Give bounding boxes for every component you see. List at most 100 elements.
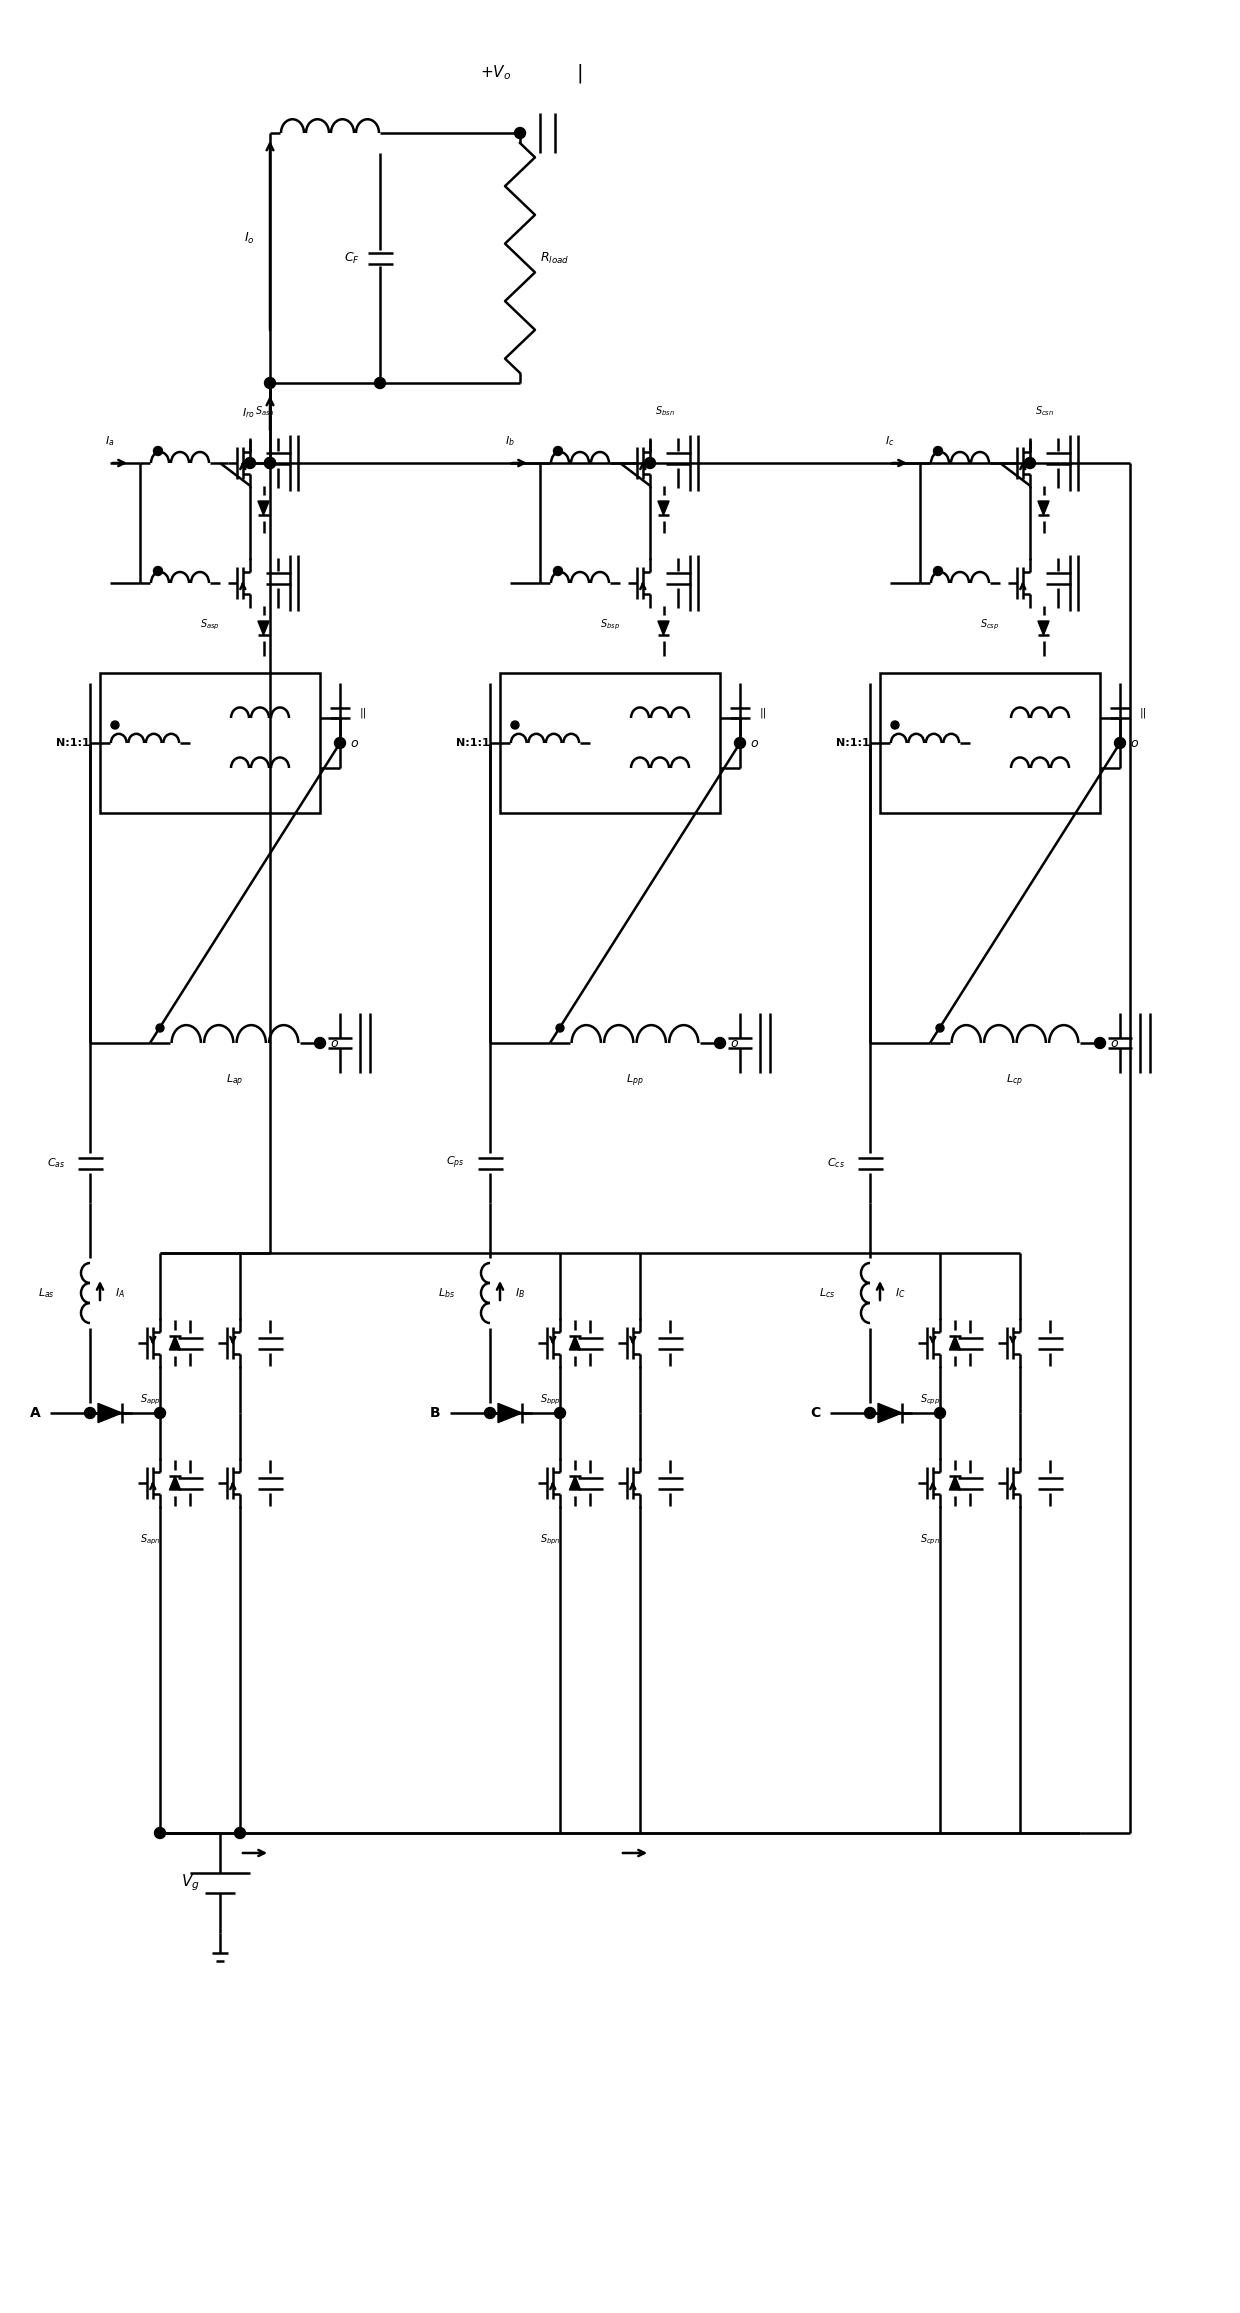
Circle shape [264,458,275,470]
Polygon shape [170,1337,181,1351]
Text: o: o [1130,736,1137,749]
Circle shape [155,1827,165,1839]
Text: $I_o$: $I_o$ [244,231,255,245]
Polygon shape [98,1404,122,1422]
Circle shape [511,722,520,729]
Polygon shape [1038,620,1049,636]
Text: $R_{load}$: $R_{load}$ [539,250,569,266]
Text: $S_{cpn}$: $S_{cpn}$ [920,1534,940,1547]
Bar [500,673,720,812]
Polygon shape [258,620,269,636]
Text: $I_a$: $I_a$ [105,435,115,449]
Circle shape [112,722,119,729]
Text: C: C [810,1406,820,1420]
Text: $C_{ps}$: $C_{ps}$ [446,1154,465,1170]
Circle shape [156,1025,164,1032]
Circle shape [553,446,563,456]
Text: $S_{app}$: $S_{app}$ [140,1392,160,1406]
Polygon shape [658,620,670,636]
Text: $S_{bsn}$: $S_{bsn}$ [655,405,675,419]
Text: $S_{csp}$: $S_{csp}$ [981,618,999,631]
Circle shape [645,458,656,470]
Text: $S_{bsp}$: $S_{bsp}$ [600,618,620,631]
Polygon shape [569,1476,580,1490]
Text: $I_B$: $I_B$ [515,1286,525,1300]
Circle shape [154,567,162,576]
Text: N:1:1: N:1:1 [56,738,91,747]
Polygon shape [878,1404,901,1422]
Circle shape [1115,738,1126,749]
Polygon shape [569,1337,580,1351]
Circle shape [556,1025,564,1032]
Circle shape [934,446,942,456]
Text: $S_{cpp}$: $S_{cpp}$ [920,1392,940,1406]
Circle shape [515,127,526,139]
Circle shape [84,1409,95,1418]
Circle shape [264,458,275,470]
Text: $I_{ro}$: $I_{ro}$ [242,407,255,421]
Text: $L_{pp}$: $L_{pp}$ [626,1073,644,1089]
Circle shape [315,1039,326,1048]
Polygon shape [170,1476,181,1490]
Circle shape [734,738,745,749]
Text: $C_{cs}$: $C_{cs}$ [827,1156,844,1170]
Circle shape [554,1409,565,1418]
Circle shape [155,1409,165,1418]
Text: o: o [1110,1036,1117,1050]
Circle shape [1024,458,1035,470]
Polygon shape [950,1337,961,1351]
Circle shape [935,1409,946,1418]
Circle shape [553,567,563,576]
Text: o: o [730,1036,738,1050]
Text: ||: || [360,708,367,719]
Text: $C_{as}$: $C_{as}$ [47,1156,64,1170]
Text: $I_C$: $I_C$ [895,1286,905,1300]
Text: N:1:1: N:1:1 [836,738,870,747]
Text: $L_{as}$: $L_{as}$ [38,1286,55,1300]
Text: $S_{apn}$: $S_{apn}$ [140,1534,160,1547]
Text: $V_g$: $V_g$ [181,1874,200,1894]
Text: ||: || [760,708,768,719]
Text: $I_c$: $I_c$ [885,435,895,449]
Circle shape [154,446,162,456]
Circle shape [485,1409,496,1418]
Text: $S_{csn}$: $S_{csn}$ [1035,405,1054,419]
Text: A: A [30,1406,41,1420]
Text: $S_{bpp}$: $S_{bpp}$ [539,1392,560,1406]
Text: o: o [330,1036,337,1050]
Text: N:1:1: N:1:1 [456,738,490,747]
Circle shape [335,738,346,749]
Text: B: B [430,1406,440,1420]
Polygon shape [950,1476,961,1490]
Text: o: o [350,736,357,749]
Text: $S_{asp}$: $S_{asp}$ [200,618,219,631]
Circle shape [892,722,899,729]
Circle shape [864,1409,875,1418]
Text: $I_b$: $I_b$ [505,435,515,449]
Circle shape [244,458,255,470]
Circle shape [374,377,386,389]
Polygon shape [658,502,670,516]
Text: $S_{bpn}$: $S_{bpn}$ [539,1534,560,1547]
Polygon shape [1038,502,1049,516]
Polygon shape [258,502,269,516]
Text: $S_{asn}$: $S_{asn}$ [255,405,275,419]
Text: $+V_o$: $+V_o$ [480,65,511,83]
Polygon shape [498,1404,522,1422]
Text: $C_F$: $C_F$ [345,250,360,266]
Circle shape [714,1039,725,1048]
Text: $L_{ap}$: $L_{ap}$ [226,1073,244,1089]
Text: $I_A$: $I_A$ [115,1286,125,1300]
Circle shape [264,377,275,389]
Text: o: o [750,736,758,749]
Circle shape [234,1827,246,1839]
Circle shape [936,1025,944,1032]
Text: $L_{cp}$: $L_{cp}$ [1007,1073,1023,1089]
Text: ||: || [1140,708,1147,719]
Bar [100,673,320,812]
Circle shape [1095,1039,1106,1048]
Circle shape [934,567,942,576]
Text: $L_{cs}$: $L_{cs}$ [818,1286,835,1300]
Text: $L_{bs}$: $L_{bs}$ [438,1286,455,1300]
Bar [880,673,1100,812]
